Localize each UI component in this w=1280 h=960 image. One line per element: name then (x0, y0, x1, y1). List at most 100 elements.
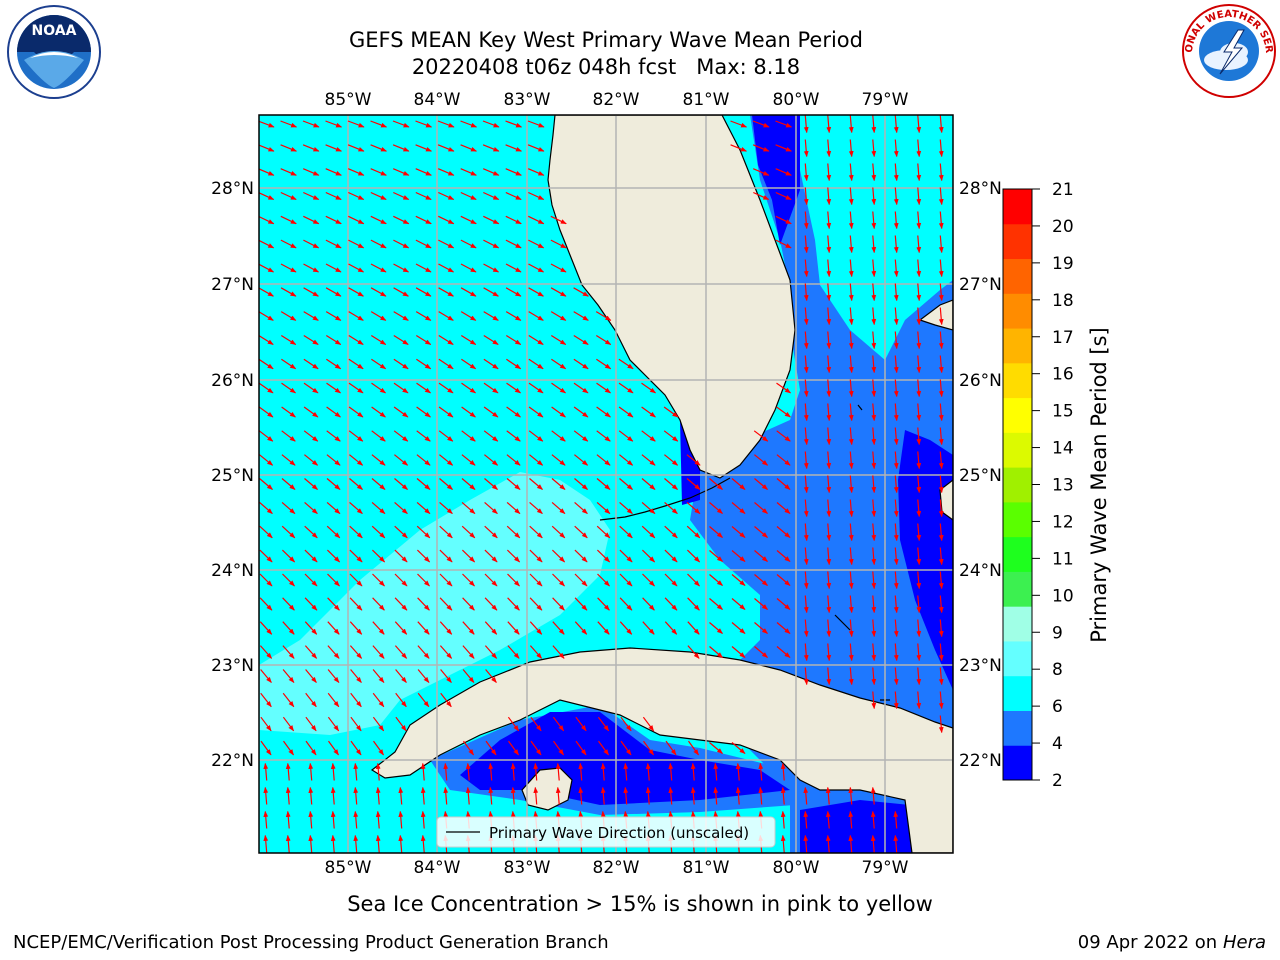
wave-arrow (461, 525, 476, 539)
wave-arrow (260, 716, 272, 732)
wave-arrow (460, 263, 477, 273)
wave-arrow (916, 691, 922, 710)
wave-arrow (574, 549, 588, 563)
wave-arrow (371, 525, 386, 539)
wave-arrow (348, 406, 364, 418)
wave-arrow (803, 547, 809, 566)
wave-arrow (281, 525, 296, 539)
wave-arrow (848, 307, 854, 326)
wave-arrow (664, 597, 678, 611)
wave-arrow (687, 597, 700, 611)
wave-arrow (420, 810, 426, 829)
wave-arrow (420, 786, 426, 805)
colorbar-segment (1003, 223, 1032, 260)
wave-arrow (776, 598, 791, 610)
wave-arrow (775, 215, 792, 225)
wave-arrow (619, 454, 634, 466)
wave-arrow (259, 311, 274, 321)
wave-arrow (394, 549, 408, 563)
wave-arrow (461, 454, 476, 466)
wave-arrow (281, 549, 296, 563)
wave-arrow (663, 430, 679, 442)
colorbar-segment (1003, 675, 1032, 711)
wave-arrow (938, 163, 944, 182)
wave-arrow (551, 358, 567, 370)
wave-arrow (871, 571, 877, 590)
lat-label: 25°N (959, 466, 1002, 486)
wave-arrow (619, 573, 633, 587)
wave-arrow (528, 287, 544, 297)
wave-arrow (303, 287, 319, 297)
wave-arrow (304, 573, 318, 587)
wave-arrow (439, 597, 453, 611)
wave-arrow (529, 645, 543, 659)
wave-arrow (370, 215, 387, 225)
wave-arrow (285, 786, 291, 805)
wave-arrow (370, 311, 387, 321)
wave-arrow (826, 139, 832, 158)
wave-arrow (505, 191, 522, 201)
wave-arrow (528, 382, 544, 394)
wave-arrow (304, 645, 318, 659)
colorbar-segment (1003, 397, 1032, 433)
wave-arrow (302, 144, 320, 152)
wave-arrow (686, 478, 701, 490)
wave-arrow (871, 667, 877, 686)
wave-arrow (573, 406, 589, 418)
wave-arrow (826, 427, 832, 446)
wave-arrow (371, 430, 386, 442)
wave-arrow (371, 358, 387, 370)
wave-arrow (260, 669, 272, 683)
colorbar-tick-label: 8 (1052, 660, 1063, 680)
wave-arrow (440, 692, 452, 708)
wave-arrow (325, 263, 342, 273)
wave-arrow (893, 547, 899, 566)
wave-arrow (848, 475, 854, 494)
wave-arrow (573, 311, 589, 321)
wave-arrow (370, 334, 387, 346)
wave-arrow (282, 597, 295, 611)
wave-arrow (280, 191, 297, 201)
colorbar-segment (1003, 501, 1032, 538)
legend-label: Primary Wave Direction (unscaled) (489, 824, 749, 842)
wave-arrow (417, 573, 430, 587)
wave-arrow (848, 834, 854, 853)
wave-arrow (259, 334, 274, 346)
lon-label: 82°W (593, 90, 640, 110)
wave-arrow (280, 120, 298, 128)
wave-arrow (483, 287, 499, 297)
wave-arrow (598, 740, 609, 756)
wave-arrow (575, 716, 587, 732)
wave-arrow (326, 501, 341, 515)
wave-arrow (527, 120, 545, 128)
wave-arrow (393, 215, 410, 225)
wave-arrow (938, 523, 944, 542)
wave-arrow (327, 716, 340, 732)
wave-arrow (465, 762, 471, 781)
wave-arrow (686, 454, 701, 466)
wave-arrow (375, 810, 381, 829)
wave-arrow (308, 834, 314, 853)
wave-arrow (826, 187, 832, 206)
wave-arrow (619, 549, 633, 563)
wave-arrow (803, 786, 809, 805)
wave-arrow (848, 211, 854, 230)
wave-arrow (327, 597, 340, 611)
wave-arrow (508, 740, 519, 756)
wave-arrow (325, 215, 342, 225)
wave-arrow (485, 669, 497, 683)
wave-arrow (259, 525, 273, 539)
wave-arrow (803, 571, 809, 590)
wave-arrow (871, 427, 877, 446)
wave-arrow (353, 786, 359, 805)
wave-arrow (394, 501, 408, 515)
wave-arrow (551, 430, 566, 442)
wave-arrow (848, 523, 854, 542)
lat-labels-left: 28°N 27°N 26°N 25°N 24°N 23°N 22°N (211, 179, 254, 771)
wave-arrow (416, 406, 431, 418)
wave-arrow (438, 430, 454, 442)
wave-arrow (285, 810, 291, 829)
wave-arrow (417, 597, 430, 611)
wave-arrow (302, 120, 320, 128)
